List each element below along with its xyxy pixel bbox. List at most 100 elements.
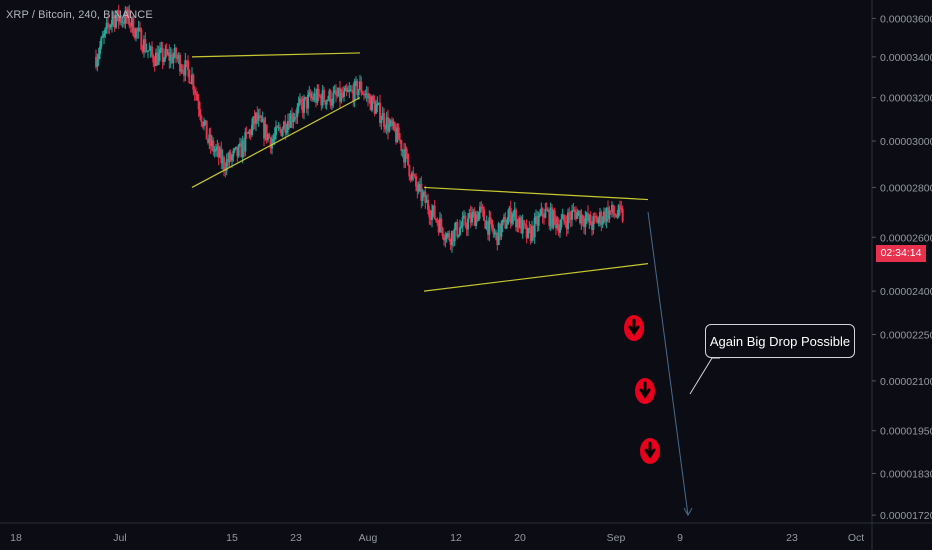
candle-body	[345, 87, 348, 92]
candle-body	[561, 214, 564, 220]
candle-body	[219, 148, 221, 158]
candle-body	[516, 219, 519, 228]
candle-body	[397, 127, 400, 140]
time-tick-label: Sep	[607, 532, 626, 544]
candle-body	[371, 96, 373, 111]
candle-body	[599, 212, 601, 220]
candle-body	[248, 130, 251, 134]
candle-body	[287, 120, 289, 131]
time-tick-label: 23	[290, 532, 302, 544]
candle-body	[483, 209, 485, 221]
candle-body	[196, 94, 199, 101]
time-tick-label: Aug	[359, 532, 378, 544]
candle-body	[280, 129, 283, 136]
candle-body	[487, 220, 489, 235]
candle-body	[136, 28, 139, 32]
candle-body	[292, 119, 295, 123]
trendline-1-lower[interactable]	[191, 97, 361, 188]
candle-body	[263, 119, 265, 139]
candle-body	[284, 121, 287, 133]
candle-body	[439, 218, 441, 233]
candle-body	[379, 102, 381, 124]
candle-body	[320, 96, 323, 106]
time-axis[interactable]: 18 Jul 15 23 Aug 12 20 Sep 9 23 Oct	[10, 532, 864, 544]
trendline-2-upper[interactable]	[423, 186, 649, 201]
candle-body	[387, 117, 389, 132]
candle-body	[288, 120, 291, 128]
price-axis[interactable]: 0.00003600 0.00003400 0.00003200 0.00003000…	[872, 13, 932, 522]
candle-body	[251, 124, 253, 136]
candle-body	[443, 236, 445, 241]
candle-body	[147, 50, 149, 52]
candle-body	[433, 205, 436, 219]
candle-body	[131, 17, 133, 27]
candle-body	[565, 223, 568, 230]
candle-body	[335, 90, 337, 96]
trendline-1-upper[interactable]	[191, 52, 361, 58]
candle-body	[400, 140, 403, 151]
candle-body	[529, 227, 532, 241]
candle-body	[209, 134, 212, 147]
candle-body	[171, 54, 173, 63]
candle-body	[153, 62, 156, 66]
candle-body	[217, 146, 220, 158]
candle-body	[500, 225, 503, 237]
candle-body	[112, 17, 115, 20]
candle-body	[240, 143, 243, 158]
candle-body	[157, 53, 160, 65]
candle-body	[376, 103, 379, 106]
candle-body	[512, 213, 515, 217]
candle-body	[577, 210, 580, 213]
candle-body	[359, 81, 361, 90]
candle-body	[459, 227, 461, 235]
candle-body	[381, 113, 384, 120]
candle-body	[463, 215, 465, 218]
price-tick-label: 0.00001830	[880, 468, 932, 480]
candle-body	[539, 214, 541, 216]
candle-body	[467, 218, 469, 230]
callout-box[interactable]: Again Big Drop Possible	[705, 324, 855, 358]
candle-body	[540, 208, 543, 215]
candle-body	[319, 95, 321, 97]
trendline-2-lower[interactable]	[423, 263, 649, 292]
time-tick-label: 12	[450, 532, 462, 544]
candle-body	[583, 223, 585, 228]
candle-body	[295, 116, 297, 118]
projection-line[interactable]	[647, 211, 689, 516]
candle-body	[316, 88, 319, 103]
candle-body	[187, 61, 189, 70]
candle-body	[460, 226, 463, 228]
candle-body	[156, 52, 159, 65]
candle-body	[237, 145, 240, 157]
candle-body	[97, 53, 100, 60]
candle-body	[339, 87, 341, 102]
candle-body	[183, 70, 185, 76]
candle-body	[216, 146, 219, 150]
candle-body	[143, 39, 145, 53]
time-tick-label: 18	[10, 532, 22, 544]
candle-body	[535, 216, 537, 218]
candle-body	[489, 217, 492, 220]
candle-body	[331, 103, 333, 106]
candle-body	[585, 213, 588, 219]
candle-body	[493, 233, 496, 235]
candle-body	[228, 152, 231, 163]
candle-body	[177, 55, 180, 59]
candle-body	[568, 212, 571, 217]
candle-body	[373, 101, 376, 114]
candle-body	[188, 69, 191, 84]
candle-body	[428, 209, 431, 218]
candle-body	[121, 21, 124, 23]
candle-body	[111, 19, 113, 26]
candle-body	[127, 9, 129, 19]
candle-body	[327, 99, 329, 101]
candle-body	[484, 220, 487, 229]
candle-body	[247, 132, 249, 134]
candle-body	[368, 96, 371, 99]
candle-body	[305, 96, 308, 109]
candle-body	[253, 116, 256, 124]
candle-body	[480, 206, 483, 208]
candle-body	[417, 184, 420, 192]
